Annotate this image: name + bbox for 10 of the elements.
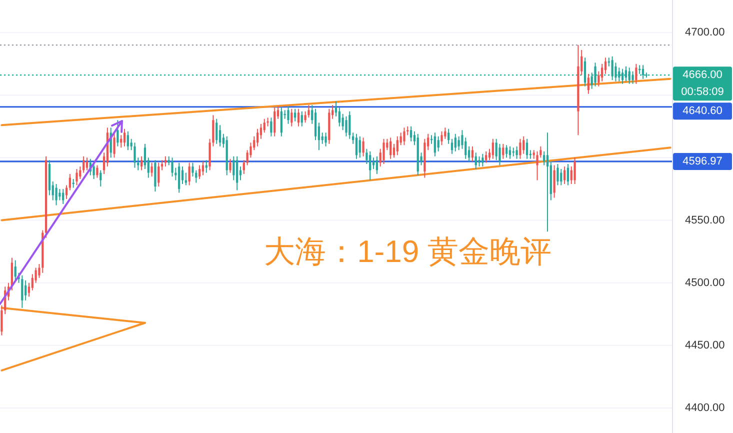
y-tick-label: 4700.00 [685, 26, 725, 39]
y-tick-label: 4400.00 [685, 402, 725, 414]
ref-line-label: 4666.00 [682, 69, 722, 82]
ref-line-label: 4640.60 [682, 105, 722, 118]
y-tick-label: 4550.00 [685, 214, 725, 226]
text: 大海：1-19 黄金晚评 [264, 234, 552, 269]
text: 00:58:09 [681, 86, 724, 98]
y-tick-label: 4500.00 [685, 276, 725, 289]
ref-line-label: 4596.97 [682, 155, 722, 168]
y-tick-label: 4450.00 [685, 339, 725, 352]
